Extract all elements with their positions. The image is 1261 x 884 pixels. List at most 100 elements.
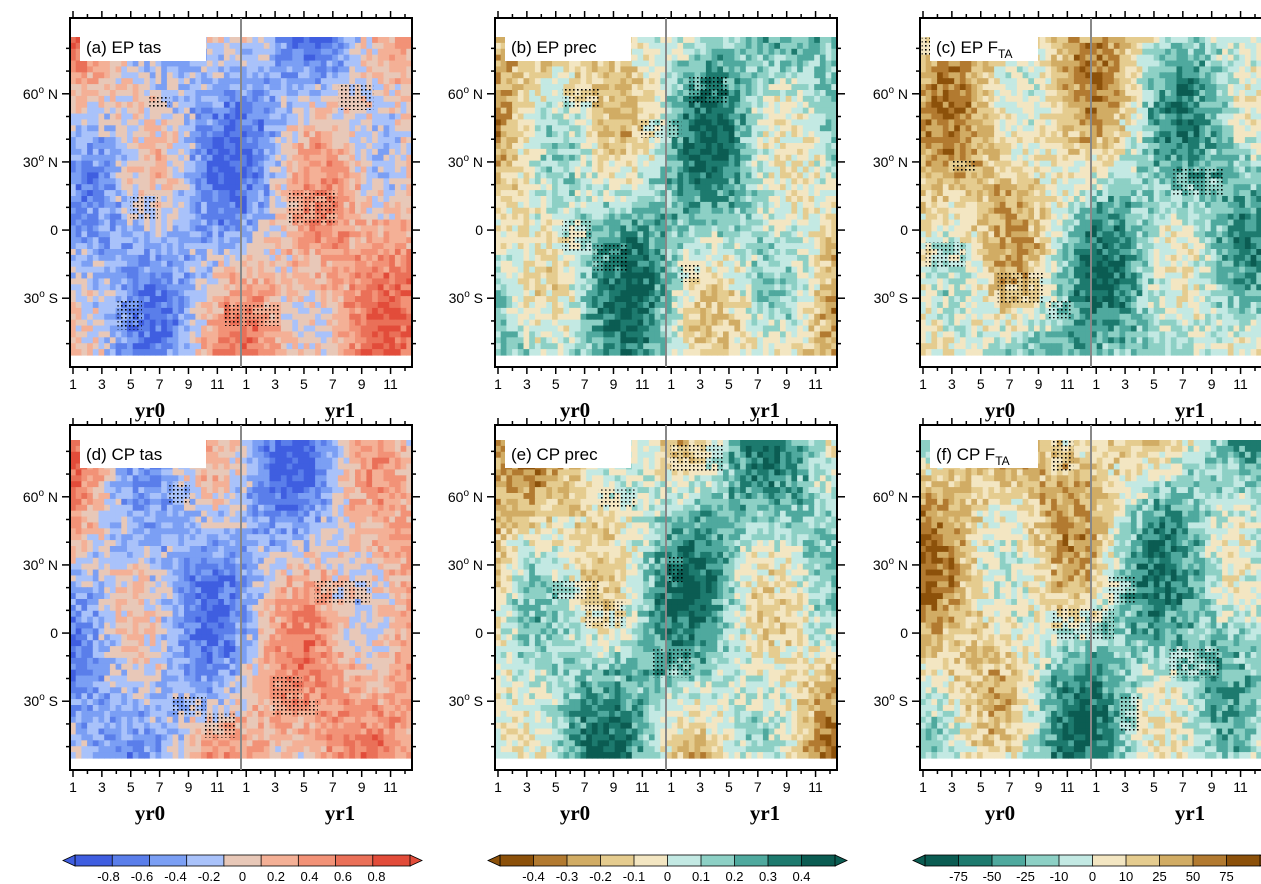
x-tick-label: 7 (754, 779, 762, 795)
colorbar-label: -0.4 (164, 869, 186, 884)
x-tick-label: 9 (1035, 376, 1043, 392)
y-tick-label: 30o S (24, 289, 58, 306)
y-tick-label: 30o N (23, 556, 58, 573)
colorbar-swatch (1159, 854, 1194, 867)
stippling (1120, 695, 1141, 731)
colorbar-label: 50 (1186, 869, 1200, 884)
colorbar-label: 75 (1219, 869, 1233, 884)
year-label: yr1 (325, 398, 355, 422)
colorbar-label: 10 (1119, 869, 1133, 884)
x-tick-label: 7 (329, 779, 337, 795)
y-tick-label: 30o N (448, 153, 483, 170)
colorbar-label: -0.3 (556, 869, 578, 884)
x-tick-label: 3 (523, 779, 531, 795)
x-tick-label: 7 (1006, 376, 1014, 392)
x-tick-label: 5 (725, 779, 733, 795)
panel-title-box (80, 33, 206, 61)
x-tick-label: 7 (156, 376, 164, 392)
colorbar-swatch (223, 854, 263, 867)
colorbar-label: 0.6 (334, 869, 352, 884)
colorbar-swatch (74, 854, 114, 867)
colorbar-swatch (991, 854, 1027, 867)
colorbar-label: -0.6 (131, 869, 153, 884)
colorbar-label: 0.8 (367, 869, 385, 884)
x-tick-label: 11 (1060, 376, 1075, 392)
colorbar-swatch (335, 854, 374, 867)
colorbar-label: -25 (1016, 869, 1035, 884)
y-tick-label: 60o N (873, 488, 908, 505)
x-tick-label: 5 (127, 779, 135, 795)
colorbar-swatch (566, 854, 602, 867)
x-tick-label: 1 (667, 779, 675, 795)
colorbar-swatch (633, 854, 669, 867)
colorbar-label: 25 (1152, 869, 1166, 884)
stippling (689, 77, 728, 103)
heatmap-c (920, 37, 1261, 356)
x-tick-label: 1 (69, 376, 77, 392)
year-label: yr1 (1175, 398, 1205, 422)
panel-title-box (505, 33, 631, 61)
stippling (1108, 576, 1136, 604)
colorbar-label: 0.2 (267, 869, 285, 884)
colorbar-swatch (924, 854, 960, 867)
year-label: yr0 (560, 801, 590, 825)
x-tick-label: 9 (185, 779, 193, 795)
year-label: yr0 (560, 398, 590, 422)
stippling (149, 97, 170, 108)
colorbar-label: 0 (1089, 869, 1096, 884)
x-tick-label: 11 (808, 376, 823, 392)
colorbar-swatch (499, 854, 535, 867)
colorbar-swatch (767, 854, 803, 867)
x-tick-label: 3 (523, 376, 531, 392)
stippling (593, 244, 628, 273)
colorbar-swatch (801, 854, 836, 867)
colorbar-swatch (1226, 854, 1261, 867)
x-tick-label: 7 (329, 376, 337, 392)
y-tick-label: 0 (900, 222, 908, 238)
stippling (670, 442, 723, 473)
stippling (562, 87, 600, 108)
panel-title: (d) CP tas (86, 445, 162, 464)
colorbar-label: 0 (664, 869, 671, 884)
panel-title: (f) CP FTA (936, 445, 1010, 468)
x-tick-label: 9 (610, 376, 618, 392)
stippling (223, 304, 280, 326)
y-tick-label: 30o N (448, 556, 483, 573)
panel-title: (c) EP FTA (936, 38, 1012, 61)
colorbar-swatch (186, 854, 225, 867)
panel-title-box (80, 440, 206, 468)
x-tick-label: 1 (242, 779, 250, 795)
stippling (314, 580, 370, 603)
x-tick-label: 9 (1035, 779, 1043, 795)
stippling (598, 489, 637, 509)
panel-title: (a) EP tas (86, 38, 161, 57)
x-tick-label: 5 (1150, 779, 1158, 795)
y-tick-label: 60o N (448, 488, 483, 505)
stippling (117, 300, 142, 330)
stippling (1057, 608, 1114, 641)
x-tick-label: 5 (977, 376, 985, 392)
x-tick-label: 3 (1121, 376, 1129, 392)
x-tick-label: 9 (783, 779, 791, 795)
stippling (562, 219, 591, 253)
colorbar-label: -10 (1050, 869, 1069, 884)
y-tick-label: 30o S (874, 692, 908, 709)
stippling (679, 263, 701, 282)
x-tick-label: 1 (494, 779, 502, 795)
y-tick-label: 0 (475, 625, 483, 641)
y-tick-label: 30o S (874, 289, 908, 306)
stippling (552, 579, 599, 601)
x-tick-label: 9 (783, 376, 791, 392)
x-tick-label: 1 (1092, 376, 1100, 392)
stippling (664, 555, 685, 583)
colorbar-swatch (700, 854, 736, 867)
y-tick-label: 0 (900, 625, 908, 641)
stippling (997, 272, 1044, 304)
colorbar-swatch (260, 854, 300, 867)
stippling (1173, 167, 1223, 197)
x-tick-label: 11 (635, 779, 650, 795)
